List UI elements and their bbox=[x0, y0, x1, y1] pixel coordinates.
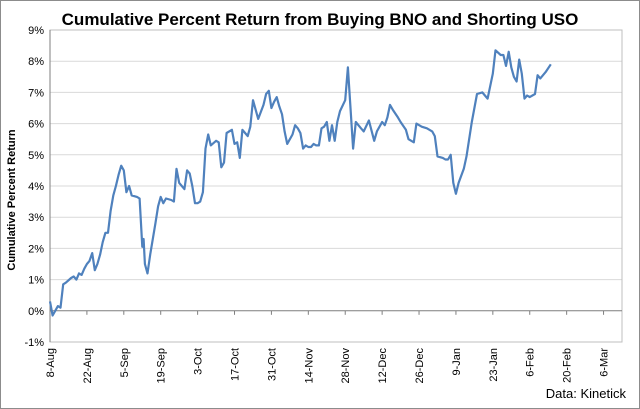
x-tick-labels: 8-Aug 22-Aug 5-Sep 19-Sep 3-Oct 17-Oct 31-Oct 1… bbox=[45, 348, 611, 384]
x-tick-label: 17-Oct bbox=[230, 348, 242, 381]
x-tick-label: 19-Sep bbox=[156, 348, 168, 383]
y-tick-label: 1% bbox=[28, 275, 44, 287]
x-tick-label: 28-Nov bbox=[340, 348, 352, 384]
y-tick-label: 4% bbox=[28, 181, 44, 193]
y-tick-label: 6% bbox=[28, 119, 44, 131]
x-tick-label: 14-Nov bbox=[303, 348, 315, 384]
y-tick-label: 0% bbox=[28, 306, 44, 318]
y-tick-label: 8% bbox=[28, 56, 44, 68]
y-tick-labels: -1% 0% 1% 2% 3% 4% 5% 6% 7% 8% 9% bbox=[24, 25, 44, 349]
x-tick-label: 5-Sep bbox=[119, 348, 131, 377]
y-tick-label: 9% bbox=[28, 25, 44, 37]
gridlines bbox=[50, 29, 622, 343]
y-tick-label: 3% bbox=[28, 212, 44, 224]
chart-title: Cumulative Percent Return from Buying BN… bbox=[61, 10, 579, 29]
x-tick-label: 23-Jan bbox=[488, 348, 500, 382]
x-tick-label: 3-Oct bbox=[193, 348, 205, 375]
y-tick-label: 2% bbox=[28, 243, 44, 255]
y-tick-label: -1% bbox=[24, 337, 44, 349]
x-tick-label: 22-Aug bbox=[82, 348, 94, 383]
y-tick-label: 7% bbox=[28, 87, 44, 99]
axes bbox=[49, 29, 623, 343]
y-tick-label: 5% bbox=[28, 150, 44, 162]
x-tick-label: 31-Oct bbox=[266, 348, 278, 381]
x-tick-label: 26-Dec bbox=[414, 348, 426, 384]
x-tick-label: 9-Jan bbox=[451, 348, 463, 376]
x-tick-label: 12-Dec bbox=[377, 348, 389, 384]
x-tick-label: 6-Feb bbox=[525, 348, 537, 377]
x-tick-label: 8-Aug bbox=[45, 348, 57, 377]
x-tick-label: 6-Mar bbox=[599, 348, 611, 377]
x-tick-label: 20-Feb bbox=[562, 348, 574, 383]
series-layer bbox=[48, 49, 552, 317]
source-note: Data: Kinetick bbox=[545, 386, 626, 401]
series-line bbox=[48, 49, 552, 317]
